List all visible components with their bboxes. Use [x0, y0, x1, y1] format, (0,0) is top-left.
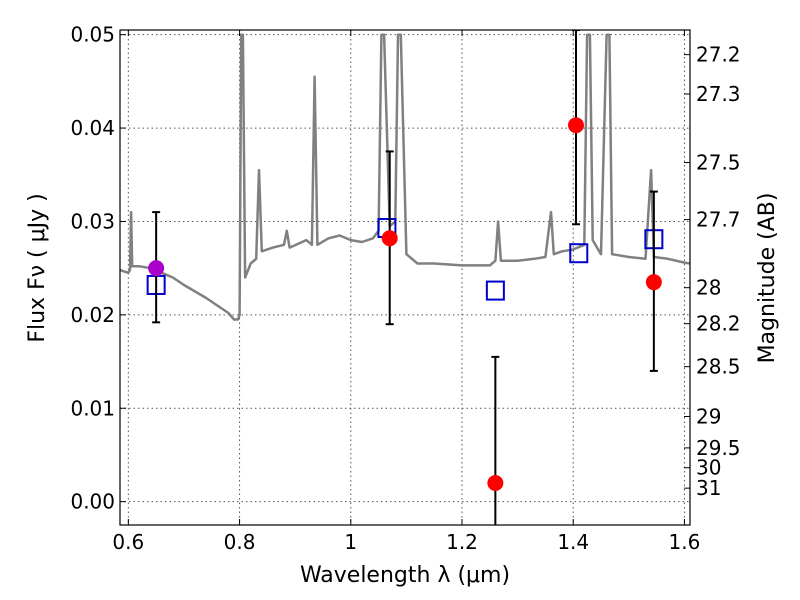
magnitude-tick-label: 30 — [696, 456, 721, 480]
x-tick-label: 1.2 — [446, 530, 478, 554]
observed-point — [487, 474, 504, 491]
data-points — [146, 30, 664, 525]
magnitude-tick-label: 27.5 — [696, 151, 741, 175]
grid-lines — [120, 30, 690, 525]
spectrum-line — [120, 33, 690, 321]
magnitude-tick-label: 27.3 — [696, 82, 741, 106]
magnitude-tick-label: 28.5 — [696, 355, 741, 379]
x-axis-label: Wavelength λ (μm) — [300, 563, 510, 588]
observed-point — [568, 117, 584, 134]
x-tick-label: 1.4 — [557, 530, 589, 554]
magnitude-tick-label: 29 — [696, 404, 721, 428]
model-spectrum — [120, 33, 690, 321]
observed-point — [148, 260, 165, 277]
plot-frame — [119, 29, 691, 526]
observed-point — [645, 274, 662, 291]
y-tick-label: 0.03 — [70, 209, 115, 233]
photometry-square — [569, 243, 589, 264]
observed-point — [381, 230, 398, 247]
axis-ticks: 0.6 0.8 1 1.2 1.4 1.6 0.00 0.01 0.02 0.03 0.04 0.05… — [70, 23, 740, 554]
x-tick-label: 1.6 — [669, 530, 701, 554]
magnitude-tick-label: 27.2 — [696, 43, 741, 67]
x-tick-label: 0.6 — [112, 530, 144, 554]
x-tick-label: 0.8 — [224, 530, 256, 554]
magnitude-tick-label: 27.7 — [696, 208, 741, 232]
magnitude-tick-label: 29.5 — [696, 436, 741, 460]
y-tick-label: 0.01 — [70, 396, 115, 420]
y-tick-label: 0.00 — [70, 490, 115, 514]
right-axis-label: Magnitude (AB) — [755, 193, 780, 364]
y-tick-label: 0.04 — [70, 116, 115, 140]
magnitude-tick-label: 31 — [696, 476, 721, 500]
y-tick-label: 0.02 — [70, 303, 115, 327]
y-tick-label: 0.05 — [70, 23, 115, 47]
magnitude-tick-label: 28 — [696, 276, 721, 300]
y-axis-label: Flux Fν ( μJy ) — [25, 193, 50, 342]
photometry-square — [485, 280, 505, 301]
x-tick-label: 1 — [344, 530, 357, 554]
magnitude-tick-label: 28.2 — [696, 312, 741, 336]
